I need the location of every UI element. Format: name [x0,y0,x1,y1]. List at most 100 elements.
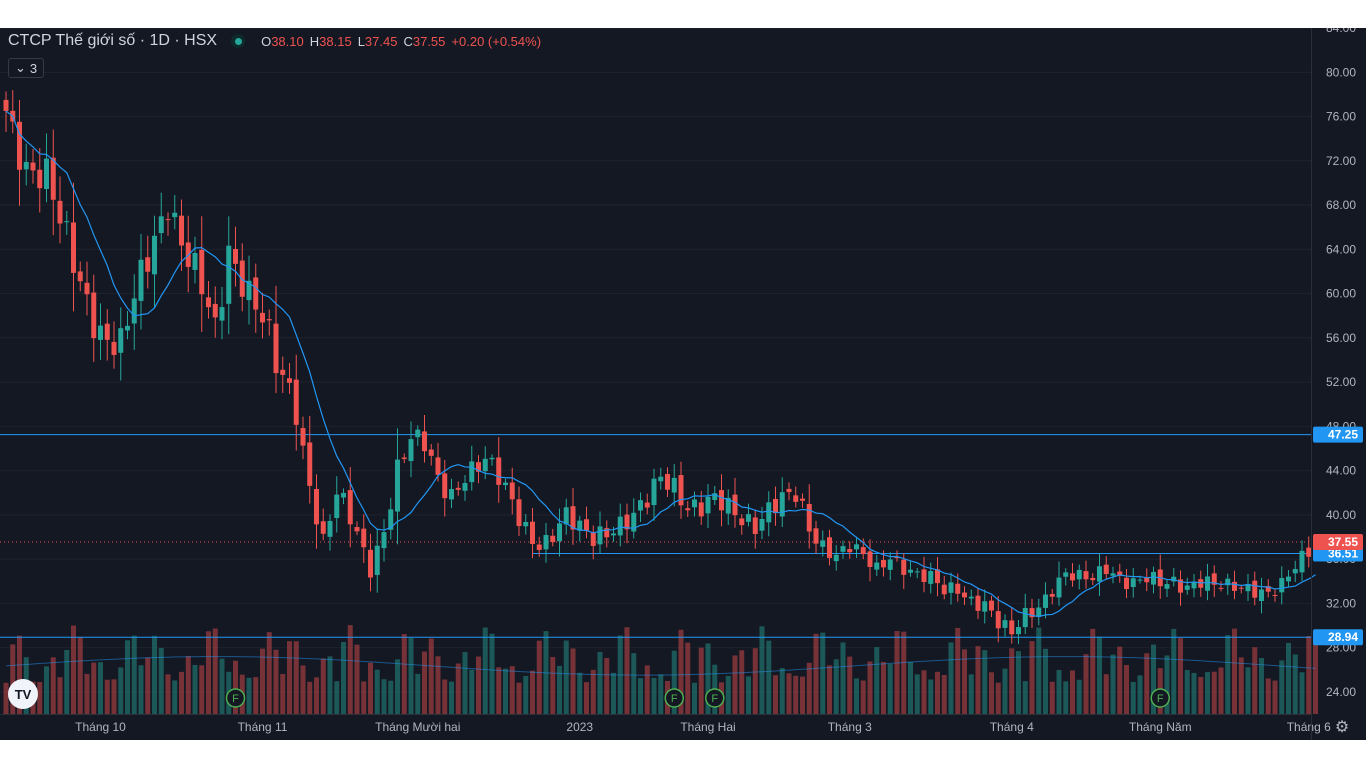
volume-bar [1029,641,1035,714]
candle-body [469,461,475,483]
open-label: O [261,33,272,49]
candle-body [1218,587,1224,589]
price-axis-separator [1311,28,1312,740]
volume-bar [368,662,373,714]
volume-bar [476,656,481,714]
market-status-icon[interactable] [231,34,246,48]
candle-body [287,378,292,383]
candle-body [1171,576,1177,582]
candle-body [138,259,144,301]
y-tick-label: 32.00 [1326,596,1356,610]
x-tick-label: Tháng 6 [1287,720,1331,734]
volume-bar [1191,672,1197,714]
volume-bar [1144,653,1150,714]
volume-bar [1063,681,1069,714]
volume-bar [631,653,637,714]
volume-bar [172,680,178,714]
candle-body [334,494,340,518]
volume-ma-line [5,656,1316,676]
volume-bar [212,628,218,714]
volume-bar [759,626,765,714]
gear-icon[interactable]: ⚙ [1334,719,1350,736]
y-tick-label: 44.00 [1326,464,1356,478]
volume-bar [901,631,907,714]
volume-bar [840,642,846,714]
tradingview-logo-icon[interactable]: TV [8,679,38,709]
volume-bar [388,680,394,714]
volume-bar [1279,660,1285,714]
volume-bar [482,627,488,714]
x-tick-label: Tháng Hai [680,720,735,734]
volume-bar [91,662,97,714]
volume-bar [138,665,144,714]
ohlc-values: O38.10 H38.15 L37.45 C37.55 +0.20 (+0.54… [261,34,541,49]
volume-bar [1137,675,1143,714]
volume-bar [199,665,205,714]
candle-body [624,514,630,530]
candle-body [948,582,954,593]
volume-bar [1151,644,1156,714]
candle-body [793,495,799,502]
volume-bar [1076,679,1082,714]
candle-body [766,502,772,523]
volume-bar [732,655,738,714]
volume-bar [503,668,508,714]
candle-body [725,497,731,514]
indicators-toggle-button[interactable]: ⌄ 3 [8,58,45,78]
candle-body [692,499,697,508]
candle-body [705,496,711,514]
volume-bar [118,667,124,714]
candle-body [563,507,569,525]
candle-body [1164,584,1170,589]
candle-body [1063,572,1069,577]
volume-bar [1292,654,1298,714]
candle-body [1299,550,1305,573]
candle-body [1144,577,1150,583]
volume-bar [408,637,414,714]
candle-body [1205,576,1210,591]
candle-body [860,547,866,555]
volume-bar [158,647,164,714]
candle-body [1306,547,1312,557]
candle-body [1076,569,1082,580]
candle-body [570,506,576,530]
candle-body [968,596,974,599]
candle-body [881,559,886,568]
volume-bar [779,668,785,714]
candle-body [320,521,326,534]
volume-bar [604,657,610,714]
price-chart[interactable]: F F F F 84.00 80.00 76.00 72.00 68.00 64.00 60.00 5… [0,28,1366,740]
volume-bar [705,643,711,714]
volume-bar [401,634,407,714]
y-tick-label: 68.00 [1326,198,1356,212]
volume-bar [435,656,441,714]
close-label: C [403,33,413,49]
volume-bar [489,633,495,714]
candle-body [415,429,421,438]
volume-bar [955,627,961,714]
volume-bar [77,637,83,714]
volume-bar [557,665,562,714]
candle-body [820,540,826,547]
volume-bar [341,642,346,714]
candle-body [206,297,211,308]
volume-bar [307,681,313,714]
volume-bar [1306,635,1312,714]
candle-body [1225,578,1231,586]
volume-bar [908,661,913,714]
candle-body [71,222,76,273]
candle-body [30,162,36,171]
candle-body [1259,589,1264,601]
candle-body [1124,577,1129,590]
candle-body [91,292,97,339]
volume-bar [469,669,475,714]
symbol-title[interactable]: CTCP Thế giới số · 1D · HSX [8,32,218,49]
candle-body [145,257,151,272]
volume-bar [1211,671,1217,714]
last-price-tag: 37.55 [1328,535,1358,549]
volume-bar [644,665,650,714]
candle-body [523,522,529,527]
candle-body [158,216,164,234]
candle-body [104,323,110,340]
candle-body [307,442,313,486]
